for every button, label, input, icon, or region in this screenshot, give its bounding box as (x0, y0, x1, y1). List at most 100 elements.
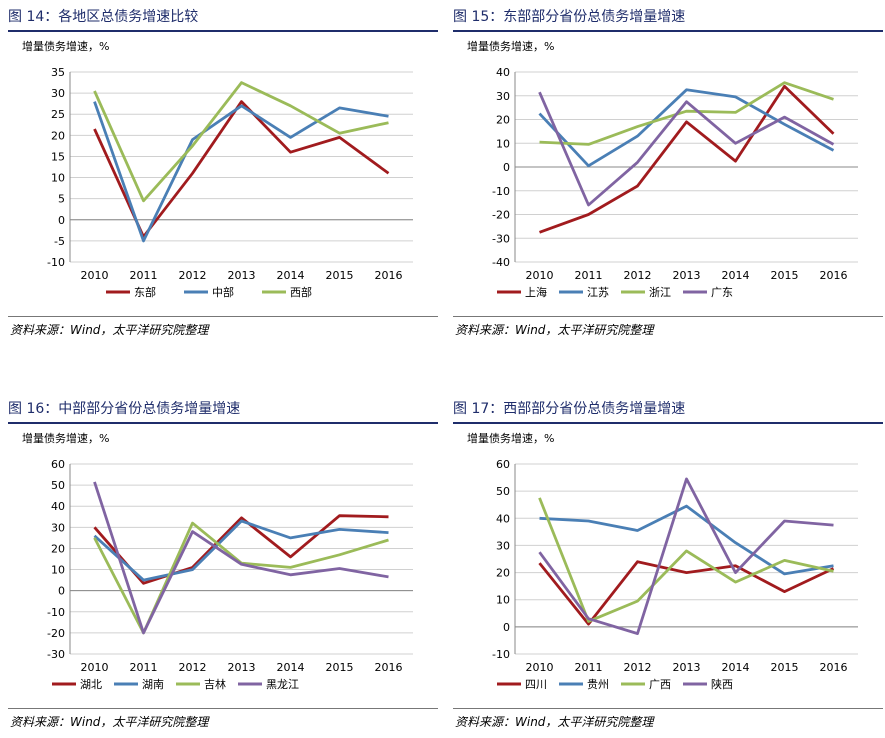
line-chart: -40 -30 -20 -10 0 10 20 30 40 2010 2011 2012 2013 201… (492, 66, 858, 299)
y-tick-label: 25 (51, 108, 65, 121)
series-line-四川 (538, 560, 835, 626)
series-line-广西 (538, 497, 834, 623)
source-note: 资料来源：Wind，太平洋研究院整理 (455, 715, 654, 729)
chart-panel-3: 图 16：中部部分省份总债务增量增速 增量债务增速，% -30 -20 -10 0 10… (8, 398, 438, 738)
x-tick-label: 2010 (81, 269, 109, 282)
x-tick-label: 2013 (228, 661, 256, 674)
x-tick-label: 2014 (277, 661, 305, 674)
y-tick-label: 20 (51, 542, 65, 555)
y-tick-label: 60 (51, 458, 65, 471)
y-axis-label: 增量债务增速，% (467, 432, 555, 445)
y-tick-label: -5 (54, 235, 65, 248)
legend-label: 中部 (212, 285, 234, 299)
y-tick-label: 0 (503, 621, 510, 634)
series-line-黑龙江 (93, 481, 389, 635)
y-tick-label: 10 (51, 172, 65, 185)
x-tick-label: 2016 (375, 661, 403, 674)
x-tick-label: 2016 (820, 661, 848, 674)
source-divider (8, 708, 438, 709)
y-tick-label: -10 (492, 648, 510, 661)
legend-label: 广西 (649, 678, 671, 691)
legend-label: 浙江 (649, 286, 671, 299)
x-tick-label: 2016 (820, 269, 848, 282)
legend-label: 江苏 (587, 286, 609, 299)
series-line-江苏 (538, 88, 835, 168)
title-divider (8, 422, 438, 424)
y-tick-label: -30 (47, 648, 65, 661)
x-tick-label: 2015 (771, 661, 799, 674)
x-tick-label: 2015 (771, 269, 799, 282)
x-tick-label: 2012 (624, 269, 652, 282)
chart-panel-4: 图 17：西部部分省份总债务增量增速 增量债务增速，% -10 0 10 20 30 40… (453, 398, 883, 738)
title-divider (453, 30, 883, 32)
chart-panel-2: 图 15：东部部分省份总债务增量增速 增量债务增速，% -40 -30 -20 -10… (453, 6, 883, 346)
y-tick-label: 20 (496, 114, 510, 127)
y-tick-label: -10 (47, 256, 65, 269)
y-tick-label: 5 (58, 193, 65, 206)
y-axis-label: 增量债务增速，% (467, 40, 555, 53)
legend-label: 贵州 (587, 678, 609, 691)
y-tick-label: 40 (496, 512, 510, 525)
panel-title: 图 14：各地区总债务增速比较 (8, 9, 199, 25)
legend-label: 湖北 (80, 678, 102, 691)
line-chart: -30 -20 -10 0 10 20 30 40 50 60 2010 2011 2012 2013 20… (47, 458, 413, 691)
x-tick-label: 2013 (673, 269, 701, 282)
source-note: 资料来源：Wind，太平洋研究院整理 (10, 715, 209, 729)
title-divider (453, 422, 883, 424)
x-tick-label: 2011 (130, 661, 158, 674)
y-tick-label: 40 (496, 66, 510, 79)
legend-label: 东部 (134, 285, 156, 299)
y-tick-label: 0 (58, 585, 65, 598)
source-note: 资料来源：Wind，太平洋研究院整理 (10, 323, 209, 337)
x-tick-label: 2012 (624, 661, 652, 674)
x-tick-label: 2013 (673, 661, 701, 674)
source-divider (453, 316, 883, 317)
y-tick-label: 20 (496, 567, 510, 580)
legend-label: 上海 (525, 285, 547, 299)
x-tick-label: 2010 (81, 661, 109, 674)
title-divider (8, 30, 438, 32)
legend-label: 西部 (290, 285, 312, 299)
y-tick-label: 30 (51, 521, 65, 534)
series-line-上海 (539, 84, 835, 234)
y-tick-label: -10 (492, 185, 510, 198)
x-tick-label: 2010 (526, 269, 554, 282)
legend-label: 四川 (525, 678, 547, 691)
x-tick-label: 2016 (375, 269, 403, 282)
y-tick-label: 50 (496, 485, 510, 498)
x-tick-label: 2011 (130, 269, 158, 282)
y-tick-label: 40 (51, 500, 65, 513)
legend-label: 陕西 (711, 677, 733, 691)
chart-panel-1: 图 14：各地区总债务增速比较 增量债务增速，% -10 -5 0 5 10 15 20 25… (8, 6, 438, 346)
series-line-广东 (538, 91, 835, 207)
y-tick-label: 10 (496, 594, 510, 607)
line-chart: -10 0 10 20 30 40 50 60 2010 2011 2012 2013 2014 2015… (492, 458, 858, 691)
y-tick-label: 30 (496, 90, 510, 103)
y-tick-label: 35 (51, 66, 65, 79)
panel-title: 图 17：西部部分省份总债务增量增速 (453, 401, 686, 417)
x-tick-label: 2011 (575, 269, 603, 282)
series-line-中部 (93, 101, 389, 243)
panel-title: 图 16：中部部分省份总债务增量增速 (8, 401, 241, 417)
x-tick-label: 2012 (179, 269, 207, 282)
x-tick-label: 2010 (526, 661, 554, 674)
x-tick-label: 2015 (326, 269, 354, 282)
y-tick-label: 60 (496, 458, 510, 471)
legend-label: 吉林 (204, 677, 226, 691)
source-divider (453, 708, 883, 709)
y-tick-label: 0 (58, 214, 65, 227)
series-line-西部 (93, 81, 389, 203)
line-chart: -10 -5 0 5 10 15 20 25 30 35 2010 2011 2012 2013 2014 2… (47, 66, 413, 299)
series-line-东部 (93, 100, 390, 239)
y-tick-label: -40 (492, 256, 510, 269)
y-tick-label: 10 (51, 564, 65, 577)
x-tick-label: 2014 (722, 661, 750, 674)
y-tick-label: 30 (496, 539, 510, 552)
y-tick-label: -20 (492, 209, 510, 222)
x-tick-label: 2014 (722, 269, 750, 282)
y-axis-label: 增量债务增速，% (22, 40, 110, 53)
y-tick-label: -10 (47, 606, 65, 619)
y-tick-label: 15 (51, 150, 65, 163)
x-tick-label: 2014 (277, 269, 305, 282)
y-axis-label: 增量债务增速，% (22, 432, 110, 445)
